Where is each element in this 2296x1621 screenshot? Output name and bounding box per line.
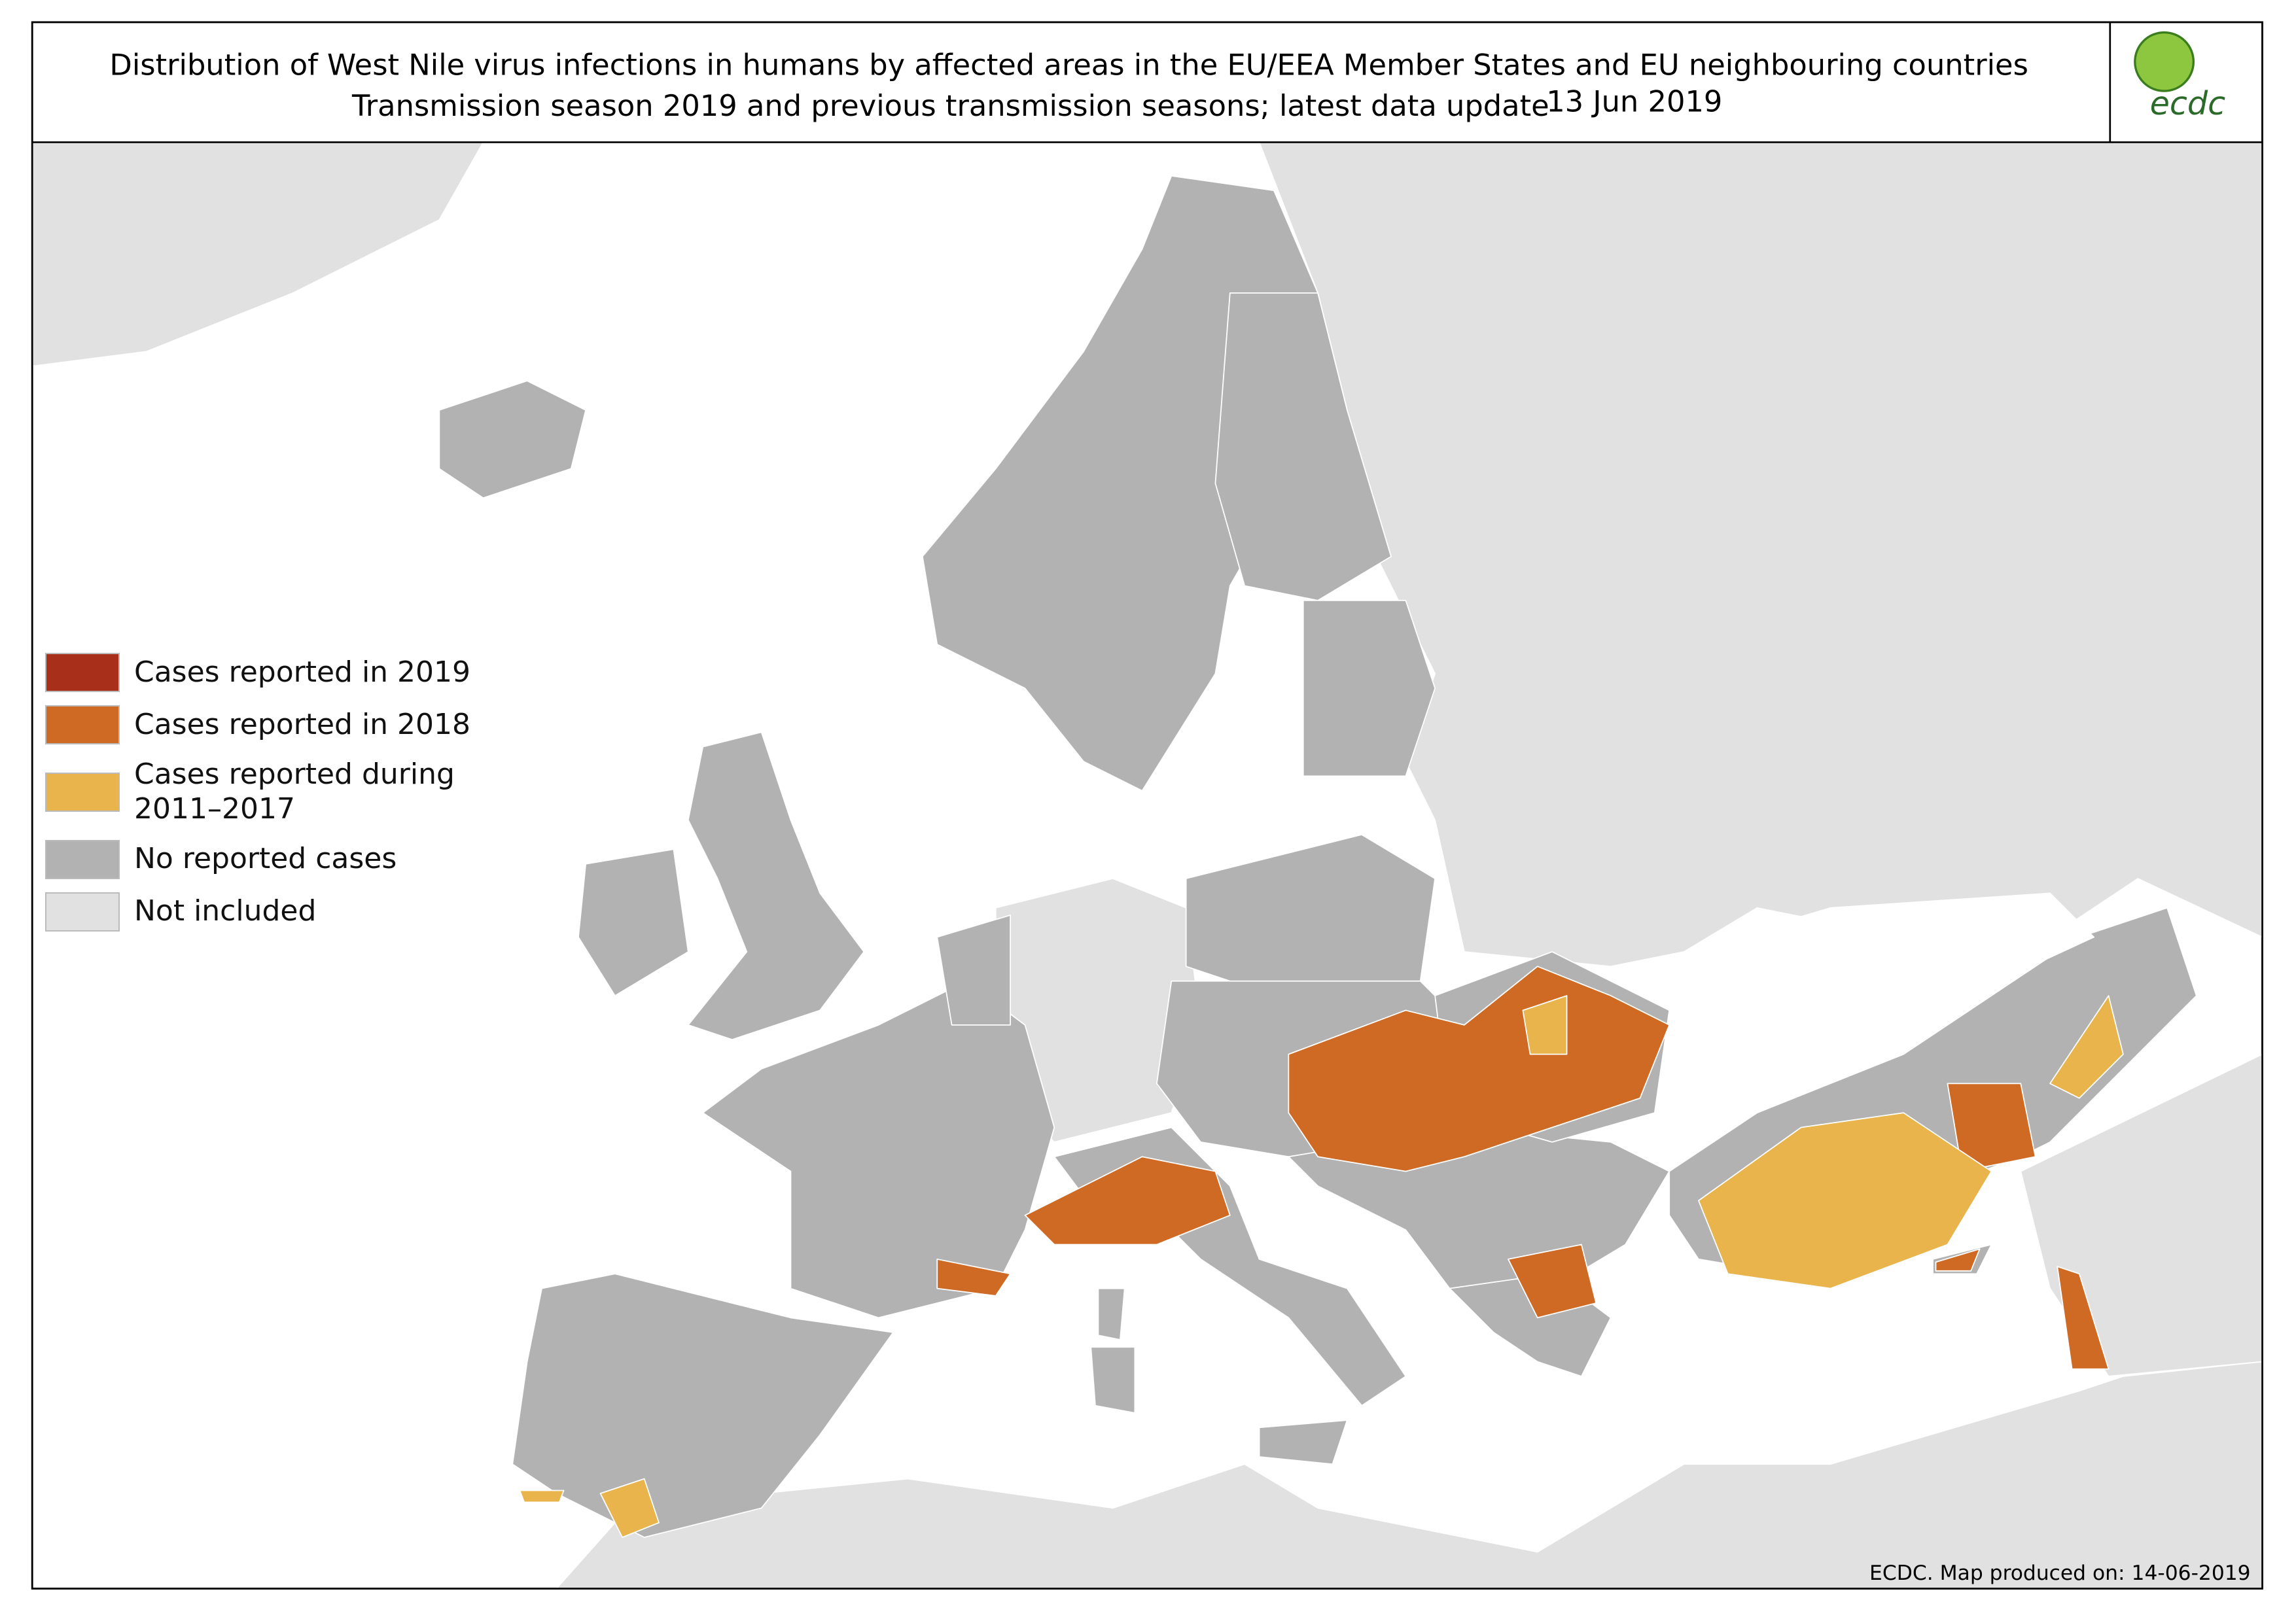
footer: ECDC. Map produced on: 14-06-2019 (1869, 1561, 2251, 1585)
legend-swatch (45, 892, 120, 932)
legend-label: No reported cases (134, 842, 397, 876)
legend-swatch (45, 653, 120, 692)
subtitle: Transmission season 2019 and previous tr… (351, 88, 1549, 123)
region (1935, 1248, 1981, 1272)
legend-item: Cases reported in 2019 (45, 653, 474, 692)
region (1090, 1346, 1136, 1414)
region (1024, 1156, 1231, 1246)
region (438, 380, 587, 499)
region (1302, 599, 1436, 777)
legend-label: Cases reported in 2019 (134, 655, 471, 689)
update-date: 13 Jun 2019 (1546, 84, 1722, 118)
logo-text: ecdc (2150, 84, 2226, 122)
region (1508, 1244, 1597, 1319)
legend-label: Cases reported in 2018 (134, 707, 471, 741)
region (1097, 1287, 1125, 1340)
region (1522, 995, 1568, 1055)
region (2049, 995, 2124, 1099)
region (936, 915, 1012, 1026)
region (2057, 1266, 2110, 1370)
region (1698, 1112, 1992, 1289)
region (519, 1490, 565, 1503)
frame-outline (31, 21, 2263, 1590)
region (599, 1478, 660, 1539)
region (578, 848, 689, 996)
region (1258, 1420, 1348, 1465)
legend: Cases reported in 2019 Cases reported in … (45, 653, 474, 945)
sea (1683, 892, 2095, 1114)
title: Distribution of West Nile virus infectio… (109, 47, 2028, 82)
legend-item: Cases reported in 2018 (45, 705, 474, 744)
region (702, 980, 1055, 1319)
region (512, 1273, 894, 1539)
region (687, 731, 865, 1041)
region (1947, 1083, 2036, 1172)
legend-label: Cases reported during 2011–2017 (134, 758, 455, 826)
legend-item: Not included (45, 892, 474, 932)
base-map (31, 141, 2263, 1590)
legend-swatch (45, 705, 120, 744)
logo-globe (2134, 31, 2195, 92)
legend-item: No reported cases (45, 839, 474, 879)
legend-item: Cases reported during 2011–2017 (45, 758, 474, 827)
region (1214, 292, 1392, 601)
legend-swatch (45, 772, 120, 812)
region (936, 1259, 1012, 1297)
legend-label: Not included (134, 894, 317, 928)
region (1288, 966, 1670, 1172)
legend-swatch (45, 839, 120, 879)
